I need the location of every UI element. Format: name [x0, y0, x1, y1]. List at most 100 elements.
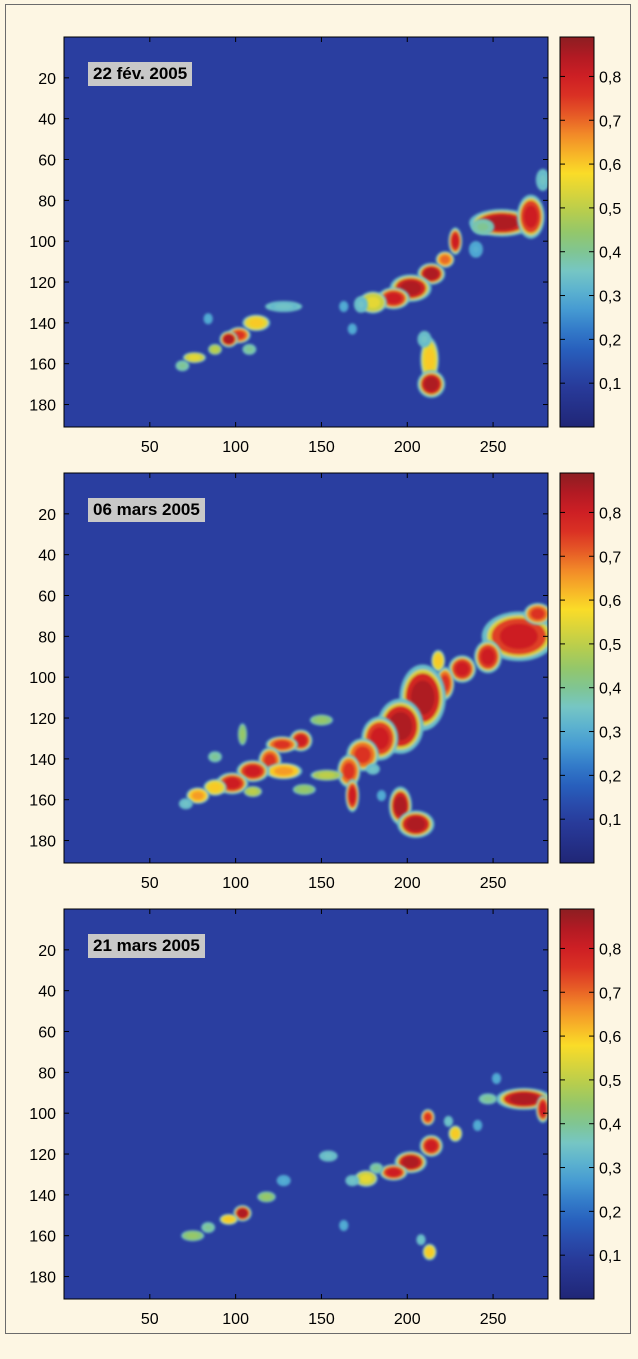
- y-tick-label: 60: [38, 153, 56, 170]
- data-blob: [178, 798, 193, 810]
- data-blob: [435, 251, 455, 268]
- y-tick-label: 160: [29, 1229, 56, 1246]
- plot-background: [64, 909, 548, 1299]
- data-blob: [337, 754, 361, 788]
- data-blob: [339, 1219, 349, 1232]
- data-blob: [347, 323, 357, 335]
- data-blob: [233, 1204, 252, 1222]
- data-blob: [219, 330, 239, 348]
- y-tick-label: 40: [38, 112, 56, 129]
- data-blob: [208, 751, 222, 763]
- colorbar-tick-label: 0,7: [599, 113, 621, 130]
- data-blob: [516, 194, 545, 239]
- data-blob: [345, 1175, 360, 1187]
- colorbar-tick-label: 0,1: [599, 1248, 621, 1265]
- colorbar-tick-label: 0,7: [599, 549, 621, 566]
- colorbar: [559, 472, 595, 864]
- y-tick-label: 100: [29, 234, 56, 251]
- x-tick-label: 200: [394, 875, 421, 892]
- data-blob: [265, 301, 303, 313]
- colorbar-tick-label: 0,4: [599, 681, 621, 698]
- colorbar-tick-label: 0,1: [599, 812, 621, 829]
- data-blob: [276, 1175, 291, 1187]
- colorbar: [559, 36, 595, 428]
- colorbar-tick-label: 0,6: [599, 157, 621, 174]
- colorbar-tick-label: 0,7: [599, 985, 621, 1002]
- data-blob: [219, 1213, 239, 1225]
- colorbar-tick-label: 0,6: [599, 1029, 621, 1046]
- y-tick-label: 20: [38, 943, 56, 960]
- y-tick-label: 120: [29, 711, 56, 728]
- y-tick-label: 160: [29, 357, 56, 374]
- data-blob: [422, 1243, 437, 1261]
- plot-frame: [63, 472, 549, 864]
- x-tick-label: 200: [394, 1311, 421, 1328]
- colorbar-tick-label: 0,3: [599, 725, 621, 742]
- data-blob: [472, 1119, 483, 1131]
- data-blob: [420, 1109, 435, 1126]
- data-blob: [186, 787, 210, 804]
- x-tick-label: 100: [222, 875, 249, 892]
- data-blob: [468, 241, 483, 258]
- x-tick-label: 250: [480, 875, 507, 892]
- y-tick-label: 140: [29, 752, 56, 769]
- colorbar-tick-label: 0,3: [599, 1161, 621, 1178]
- x-tick-label: 100: [222, 439, 249, 456]
- y-tick-label: 180: [29, 834, 56, 851]
- data-blob: [491, 1072, 502, 1084]
- data-blob: [419, 1134, 443, 1157]
- y-tick-label: 180: [29, 1270, 56, 1287]
- colorbar-tick-label: 0,2: [599, 332, 621, 349]
- y-tick-label: 60: [38, 589, 56, 606]
- data-blob: [416, 1234, 426, 1246]
- data-blob: [182, 352, 207, 364]
- colorbar-tick-label: 0,4: [599, 245, 621, 262]
- data-blob: [257, 1191, 276, 1203]
- data-blob: [181, 1230, 205, 1242]
- colorbar-tick-label: 0,3: [599, 289, 621, 306]
- data-blob: [242, 314, 271, 332]
- data-blob: [417, 370, 446, 398]
- data-blob: [345, 779, 360, 813]
- heatmap-panel-1: 20 40 60 80 100 120 140 160 180 50 100 150 200 250 0,8…: [0, 36, 638, 487]
- x-tick-label: 150: [308, 875, 335, 892]
- x-tick-label: 250: [480, 439, 507, 456]
- y-tick-label: 80: [38, 629, 56, 646]
- colorbar-tick-label: 0,2: [599, 1204, 621, 1221]
- data-blob: [365, 763, 380, 775]
- data-blob: [443, 1115, 454, 1127]
- heatmap-svg: 20 40 60 80 100 120 140 160 180 50 100 150 200 250 0,8…: [29, 36, 621, 456]
- data-blob: [397, 810, 435, 838]
- data-blob: [496, 1087, 548, 1110]
- data-blob: [354, 1170, 378, 1187]
- colorbar-tick-label: 0,8: [599, 69, 621, 86]
- date-label: 21 mars 2005: [88, 934, 205, 958]
- data-blob: [471, 218, 495, 236]
- colorbar: [559, 908, 595, 1300]
- data-blob: [208, 343, 222, 355]
- data-blob: [203, 313, 213, 325]
- data-blob: [237, 723, 248, 746]
- data-blob: [376, 790, 387, 802]
- x-tick-label: 50: [141, 1311, 159, 1328]
- data-blob: [242, 343, 257, 355]
- data-blob: [339, 301, 349, 313]
- data-blob: [265, 736, 299, 753]
- x-tick-label: 200: [394, 439, 421, 456]
- x-tick-label: 100: [222, 1311, 249, 1328]
- y-tick-label: 100: [29, 1106, 56, 1123]
- data-blob: [448, 655, 477, 683]
- x-tick-label: 150: [308, 439, 335, 456]
- data-blob: [353, 296, 368, 313]
- data-blob: [523, 602, 548, 625]
- data-blob: [243, 786, 263, 798]
- y-tick-label: 20: [38, 71, 56, 88]
- data-blob: [379, 1164, 408, 1181]
- heatmap-svg: 20 40 60 80 100 120 140 160 180 50 100 150 200 250 0,8…: [29, 472, 621, 892]
- y-tick-label: 140: [29, 316, 56, 333]
- plot-frame: [63, 908, 549, 1300]
- y-tick-label: 80: [38, 193, 56, 210]
- y-tick-label: 180: [29, 398, 56, 415]
- colorbar-tick-label: 0,2: [599, 768, 621, 785]
- y-tick-label: 100: [29, 670, 56, 687]
